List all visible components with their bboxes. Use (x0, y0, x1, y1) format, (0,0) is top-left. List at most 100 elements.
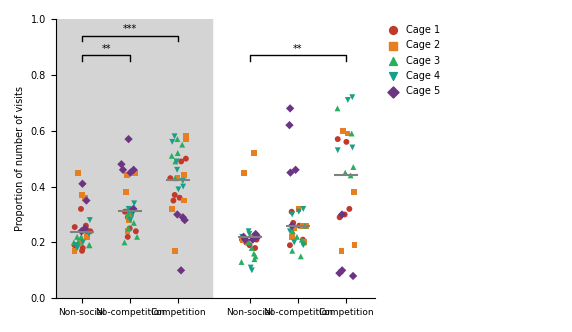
Point (337, 248, 346, 253)
Point (77, 192, 86, 198)
Point (289, 226, 299, 231)
Point (346, 173, 355, 178)
Point (180, 198, 189, 203)
Point (76, 240, 85, 245)
Point (73, 245, 82, 251)
Point (249, 251, 259, 256)
Point (348, 145, 357, 150)
Point (251, 254, 260, 259)
Point (348, 95, 357, 100)
Point (245, 243, 254, 248)
Point (299, 206, 308, 211)
Point (173, 212, 182, 217)
Point (339, 128, 348, 133)
Point (335, 271, 344, 276)
Point (335, 214, 344, 220)
Point (180, 217, 189, 223)
Point (177, 159, 186, 164)
Point (125, 217, 134, 223)
Point (237, 259, 246, 265)
Point (125, 226, 134, 231)
Point (297, 237, 307, 242)
Point (71, 243, 80, 248)
Point (124, 206, 133, 211)
Point (81, 223, 90, 228)
Point (287, 209, 296, 214)
Point (86, 229, 95, 234)
Point (166, 176, 175, 181)
Point (122, 173, 132, 178)
Point (253, 234, 262, 239)
Point (181, 136, 190, 142)
Point (178, 178, 188, 184)
Point (77, 206, 86, 211)
Point (288, 234, 297, 239)
Point (81, 226, 90, 231)
Point (70, 243, 80, 248)
Point (333, 148, 342, 153)
Point (296, 254, 305, 259)
Point (73, 234, 82, 239)
Point (174, 187, 183, 192)
Legend: Cage 1, Cage 2, Cage 3, Cage 4, Cage 5: Cage 1, Cage 2, Cage 3, Cage 4, Cage 5 (383, 24, 442, 97)
Point (288, 234, 297, 239)
Point (289, 220, 298, 225)
Point (239, 170, 248, 175)
Point (173, 176, 182, 181)
Point (288, 229, 297, 234)
Point (347, 131, 356, 136)
Point (285, 106, 295, 111)
Point (249, 150, 259, 156)
Point (81, 195, 90, 201)
Point (173, 136, 182, 142)
Point (251, 234, 260, 239)
Point (70, 224, 80, 230)
Point (289, 240, 299, 245)
Point (168, 139, 177, 144)
Point (349, 190, 358, 195)
Point (77, 229, 86, 234)
Point (285, 123, 294, 128)
Point (300, 223, 309, 228)
Point (341, 170, 350, 175)
Point (123, 214, 132, 220)
Point (243, 240, 252, 245)
Point (128, 206, 137, 211)
Point (120, 209, 129, 214)
Point (178, 184, 188, 189)
Point (85, 231, 94, 237)
Point (288, 248, 297, 253)
Point (123, 212, 132, 217)
Point (120, 240, 129, 245)
Point (85, 243, 94, 248)
Point (127, 212, 136, 217)
Point (125, 212, 134, 217)
Point (247, 268, 256, 273)
Point (247, 245, 256, 251)
Point (124, 209, 133, 214)
Point (288, 212, 297, 217)
Point (78, 240, 88, 245)
Bar (55, 19, 212, 298)
Text: **: ** (101, 44, 111, 54)
Point (298, 237, 307, 242)
Point (248, 234, 257, 239)
Point (129, 206, 138, 211)
Point (123, 229, 132, 234)
Point (340, 212, 349, 217)
Point (237, 237, 247, 242)
Point (349, 164, 358, 170)
Point (300, 240, 309, 245)
Point (129, 167, 138, 172)
Point (348, 273, 358, 279)
Point (83, 234, 92, 239)
Point (124, 136, 133, 142)
Point (333, 136, 342, 142)
Point (350, 243, 359, 248)
Point (294, 209, 303, 214)
Point (333, 106, 342, 111)
Point (343, 131, 352, 136)
Text: **: ** (293, 44, 303, 54)
Point (169, 198, 178, 203)
Point (285, 243, 295, 248)
